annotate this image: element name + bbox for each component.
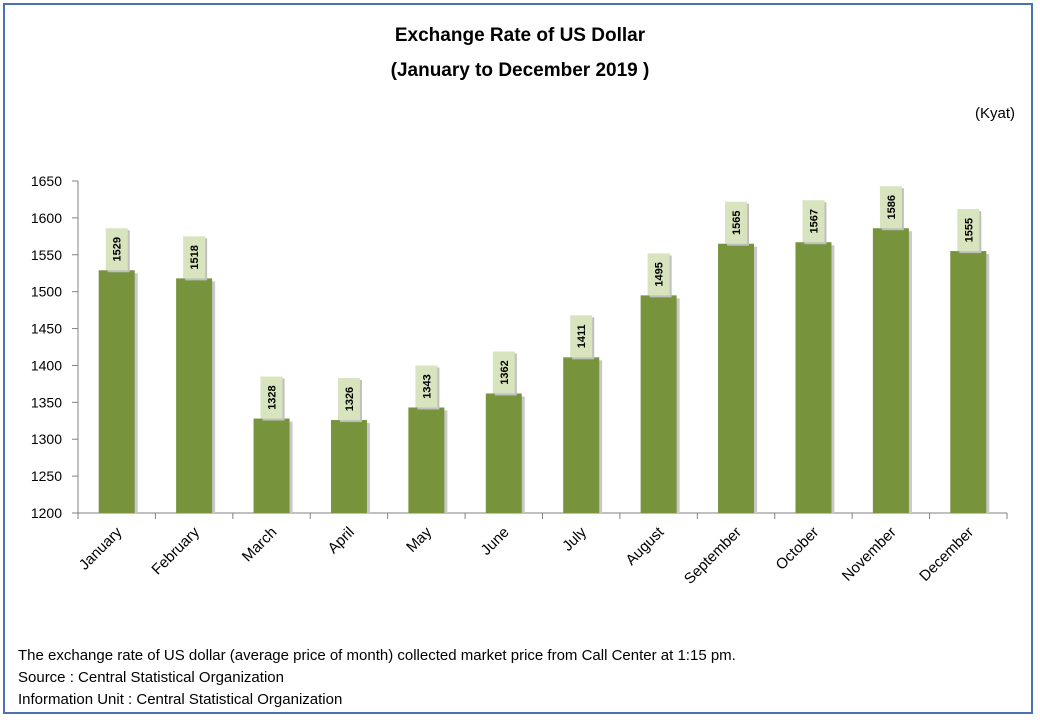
chart-subtitle: (January to December 2019 ) [391,60,650,81]
y-tick-label: 1550 [31,247,62,263]
data-label-box [260,376,283,419]
y-tick-label: 1400 [31,357,62,373]
axes: 1200 1250 1300 1350 1400 1450 1500 1550 1600 1650 [31,173,1008,521]
x-tick-label: February [148,523,203,578]
data-label-box [802,200,825,243]
bar-june [485,393,522,513]
y-tick-label: 1200 [31,505,62,521]
data-label: 1362 [499,360,511,384]
data-label: 1328 [267,385,279,409]
y-tick-label: 1250 [31,468,62,484]
x-tick-label: November [839,524,900,585]
data-label: 1411 [576,324,588,348]
x-tick-label: September [681,524,745,588]
bar-april [330,420,367,513]
data-label: 1567 [808,209,820,233]
y-tick-label: 1500 [31,284,62,300]
data-label: 1343 [421,374,433,398]
data-label: 1326 [344,387,356,411]
data-label: 1586 [886,195,898,219]
data-label: 1555 [963,218,975,242]
bars-group: 1529 January 1518 February 1328 March 1326 Apri… [76,186,990,588]
x-tick-label: January [76,523,126,573]
footnote-description: The exchange rate of US dollar (average … [18,647,736,664]
x-tick-label: August [622,523,668,569]
bar-may [408,407,445,513]
bar-march [253,418,290,513]
bar-july [563,357,600,513]
x-tick-label: July [559,523,590,554]
y-tick-label: 1350 [31,394,62,410]
footnote-source: Source : Central Statistical Organizatio… [18,669,284,686]
x-tick-label: June [478,524,513,559]
y-tick-label: 1300 [31,431,62,447]
y-tick-label: 1650 [31,173,62,189]
data-label-box [879,186,902,229]
bar-august [640,295,677,513]
data-label-box [105,228,128,271]
data-label: 1495 [654,262,666,286]
data-label: 1518 [189,245,201,269]
chart-frame [3,3,1033,714]
data-label-box [725,201,748,244]
x-tick-label: March [239,524,280,565]
x-tick-label: April [325,524,358,557]
data-label-box [957,209,980,252]
footnotes: The exchange rate of US dollar (average … [18,645,736,711]
x-tick-label: October [773,524,823,574]
data-label-box [570,315,593,358]
y-tick-label: 1600 [31,210,62,226]
x-tick-label: December [916,524,977,585]
bar-january [98,270,135,513]
bar-september [718,243,755,513]
footnote-info-unit: Information Unit : Central Statistical O… [18,691,343,708]
x-tick-label: May [403,523,435,555]
bar-december [950,251,987,514]
data-label-box [337,378,360,421]
data-label: 1565 [731,210,743,234]
y-tick-label: 1450 [31,321,62,337]
data-label-box [647,253,670,296]
data-label-box [183,236,206,279]
bar-february [176,278,213,513]
data-label-box [415,365,438,408]
chart-title: Exchange Rate of US Dollar [395,25,646,46]
unit-label: (Kyat) [975,105,1015,122]
data-label-box [492,351,515,394]
bar-october [795,242,832,514]
data-label: 1529 [112,237,124,261]
bar-november [872,228,909,513]
